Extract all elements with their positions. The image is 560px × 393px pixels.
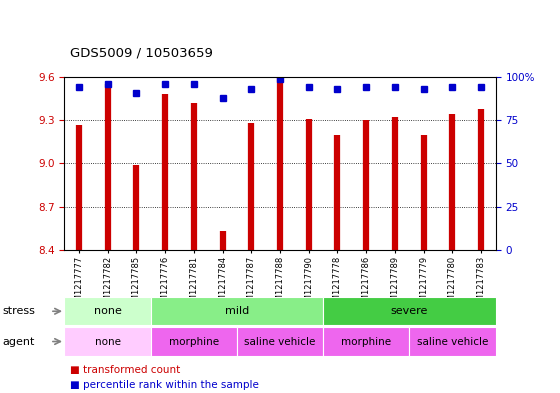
- Bar: [64, 297, 151, 325]
- Text: none: none: [94, 306, 122, 316]
- Bar: [323, 327, 409, 356]
- Text: mild: mild: [225, 306, 249, 316]
- Text: saline vehicle: saline vehicle: [417, 336, 488, 347]
- Text: none: none: [95, 336, 120, 347]
- Bar: [323, 297, 496, 325]
- Text: morphine: morphine: [341, 336, 391, 347]
- Text: severe: severe: [391, 306, 428, 316]
- Bar: [64, 327, 151, 356]
- Bar: [237, 327, 323, 356]
- Bar: [409, 327, 496, 356]
- Text: GDS5009 / 10503659: GDS5009 / 10503659: [70, 46, 213, 59]
- Text: stress: stress: [3, 306, 36, 316]
- Text: agent: agent: [3, 336, 35, 347]
- Bar: [151, 327, 237, 356]
- Text: ■ percentile rank within the sample: ■ percentile rank within the sample: [70, 380, 259, 389]
- Text: saline vehicle: saline vehicle: [244, 336, 316, 347]
- Bar: [151, 297, 323, 325]
- Text: ■ transformed count: ■ transformed count: [70, 365, 180, 375]
- Text: morphine: morphine: [169, 336, 219, 347]
